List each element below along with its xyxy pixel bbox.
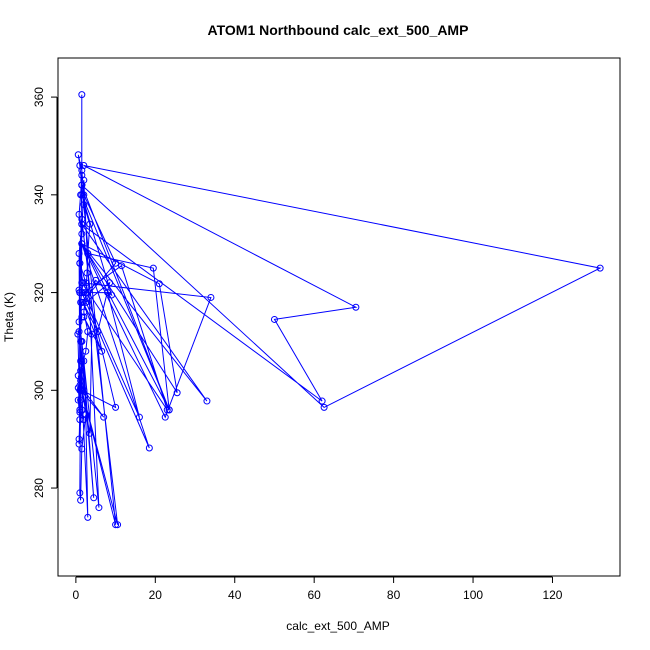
x-tick-label: 80 [387,588,401,602]
data-point [90,494,98,502]
data-point [80,201,88,209]
data-point [95,504,103,512]
data-point [74,372,82,380]
y-tick-label: 320 [32,282,46,302]
data-point [75,249,83,257]
data-point [112,521,120,529]
data-point [203,397,211,405]
data-point [94,328,102,336]
x-axis: 0 20 40 60 80 100 120 [73,576,563,602]
x-tick-label: 60 [307,588,321,602]
x-tick-label: 120 [542,588,562,602]
data-point [80,162,88,170]
data-point [149,264,157,272]
data-point [78,240,86,248]
data-point [82,298,90,306]
data-point [114,521,122,529]
x-tick-label: 20 [149,588,163,602]
data-point [75,435,83,443]
data-point [118,262,126,270]
data-point [86,429,94,437]
data-point [78,313,86,321]
data-point [77,396,85,404]
y-tick-label: 360 [32,87,46,107]
data-point [84,513,92,521]
data-point [77,337,85,345]
data-point [74,330,82,338]
y-axis: 280 300 320 340 360 [32,87,58,498]
data-point [80,313,88,321]
data-point [78,220,86,228]
data-point [78,181,86,189]
data-point [98,347,106,355]
data-point [82,347,90,355]
data-point [112,259,120,267]
data-point [78,230,86,238]
data-point [76,416,84,424]
data-point [75,440,83,448]
data-point [161,413,169,421]
data-point [270,315,278,323]
x-tick-label: 0 [73,588,80,602]
series-line [77,94,602,525]
y-tick-label: 280 [32,478,46,498]
data-point [84,249,92,257]
data-point [76,406,84,414]
data-point [74,396,82,404]
data-point [78,357,86,365]
data-point [318,397,326,405]
data-point [74,384,82,392]
data-point [75,286,83,294]
data-point [79,298,87,306]
data-point [86,220,94,228]
data-point [76,408,84,416]
plot-frame [57,57,621,577]
data-point [78,215,86,223]
data-point [78,191,86,199]
y-tick-label: 340 [32,184,46,204]
y-axis-label: Theta (K) [2,292,16,342]
data-point [77,496,85,504]
x-tick-label: 100 [463,588,483,602]
data-point [74,151,82,159]
data-point [320,403,328,411]
series-path [77,94,602,525]
y-tick-label: 300 [32,380,46,400]
data-point [83,269,91,277]
data-point [92,276,100,284]
data-point [135,413,143,421]
data-point [106,279,114,287]
data-point [80,357,88,365]
data-point [76,489,84,497]
data-point [78,279,86,287]
x-tick-label: 40 [228,588,242,602]
series-markers [74,91,604,529]
chart-title: ATOM1 Northbound calc_ext_500_AMP [208,22,469,38]
data-point [76,259,84,267]
data-point [145,444,153,452]
x-axis-label: calc_ext_500_AMP [286,619,389,633]
data-point [163,406,171,414]
data-point [352,303,360,311]
data-point [596,264,604,272]
data-point [165,406,173,414]
data-point [80,191,88,199]
data-point [108,291,116,299]
data-point [100,413,108,421]
data-point [207,293,215,301]
data-point [88,330,96,338]
data-point [155,280,163,288]
data-point [112,403,120,411]
data-point [82,279,90,287]
data-point [80,386,88,394]
data-point [173,389,181,397]
data-point [78,91,86,99]
data-point [80,416,88,424]
